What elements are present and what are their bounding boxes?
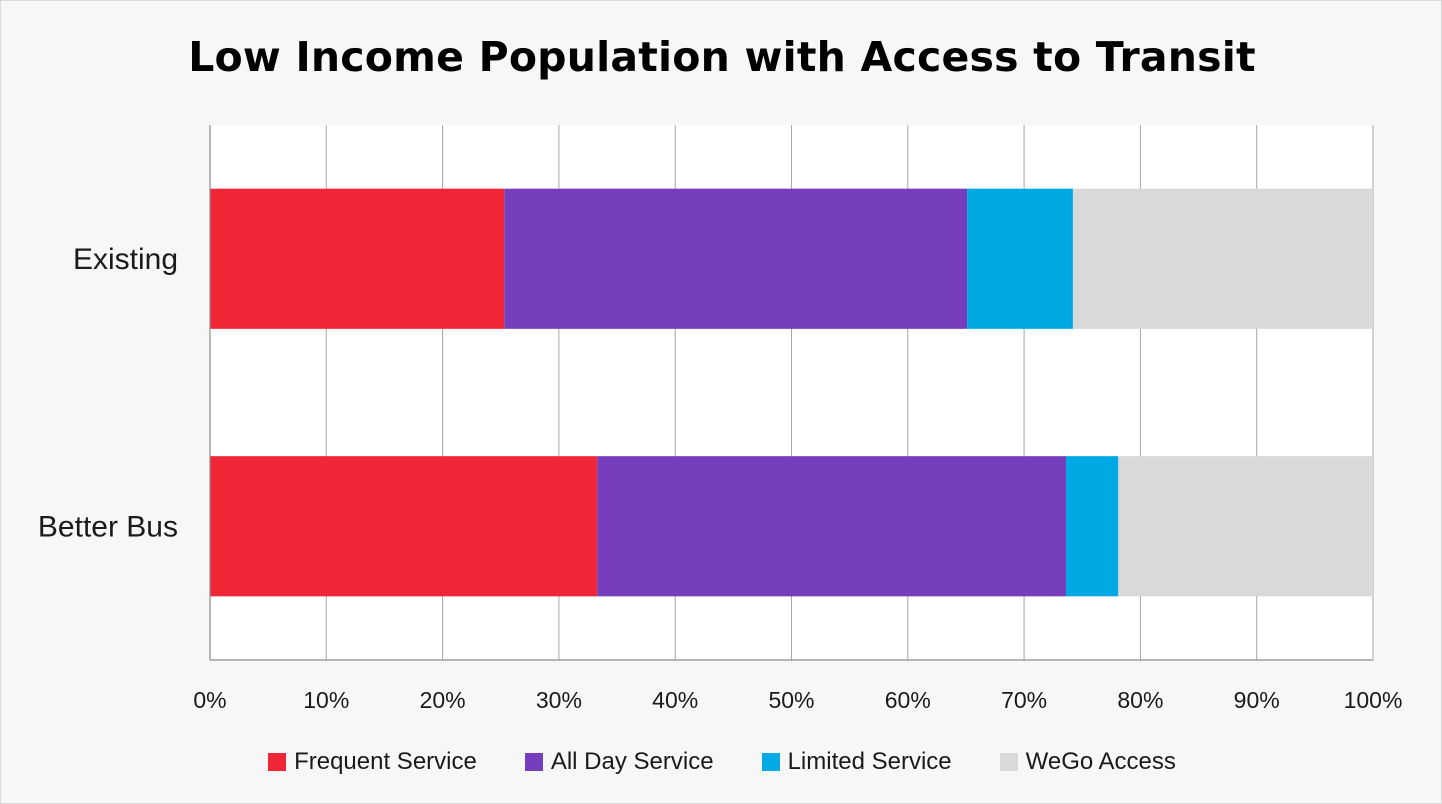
legend-label: Frequent Service: [294, 748, 477, 775]
bar-segment: [210, 456, 598, 597]
legend-swatch: [999, 753, 1018, 771]
x-tick-label: 60%: [885, 687, 931, 713]
x-tick-label: 80%: [1117, 687, 1163, 713]
y-category-label: Better Bus: [38, 510, 178, 543]
x-tick-label: 40%: [652, 687, 698, 713]
x-tick-label: 0%: [193, 687, 226, 713]
x-tick-label: 90%: [1234, 687, 1280, 713]
x-tick-label: 70%: [1001, 687, 1047, 713]
legend-item: WeGo Access: [999, 748, 1176, 776]
bar-segment: [967, 188, 1073, 329]
bar-segment: [597, 456, 1066, 597]
bar-segment: [210, 188, 505, 329]
legend-item: Limited Service: [761, 748, 952, 776]
bar-segment: [1072, 188, 1373, 329]
x-tick-label: 10%: [303, 687, 349, 713]
legend-item: All Day Service: [524, 748, 714, 776]
x-tick-label: 20%: [420, 687, 466, 713]
chart-title: Low Income Population with Access to Tra…: [188, 33, 1256, 81]
bar-segment: [1065, 456, 1119, 597]
axes: [209, 125, 1373, 661]
bar-segment: [504, 188, 968, 329]
legend-label: All Day Service: [550, 748, 714, 775]
legend-label: WeGo Access: [1025, 748, 1176, 775]
bars: [210, 188, 1373, 597]
x-tick-label: 100%: [1344, 687, 1403, 713]
axis-labels: 0% 10% 20% 30% 40% 50% 60% 70% 80% 90% 100% Existin…: [38, 243, 1402, 713]
x-tick-label: 30%: [536, 687, 582, 713]
legend-label: Limited Service: [787, 748, 952, 775]
legend: Frequent Service All Day Service Limited S…: [1, 748, 1442, 776]
bar-segment: [1118, 456, 1373, 597]
y-category-label: Existing: [73, 243, 178, 276]
x-tick-label: 50%: [768, 687, 814, 713]
legend-swatch: [761, 753, 780, 771]
legend-swatch: [268, 753, 287, 771]
legend-swatch: [524, 753, 543, 771]
legend-item: Frequent Service: [268, 748, 477, 776]
